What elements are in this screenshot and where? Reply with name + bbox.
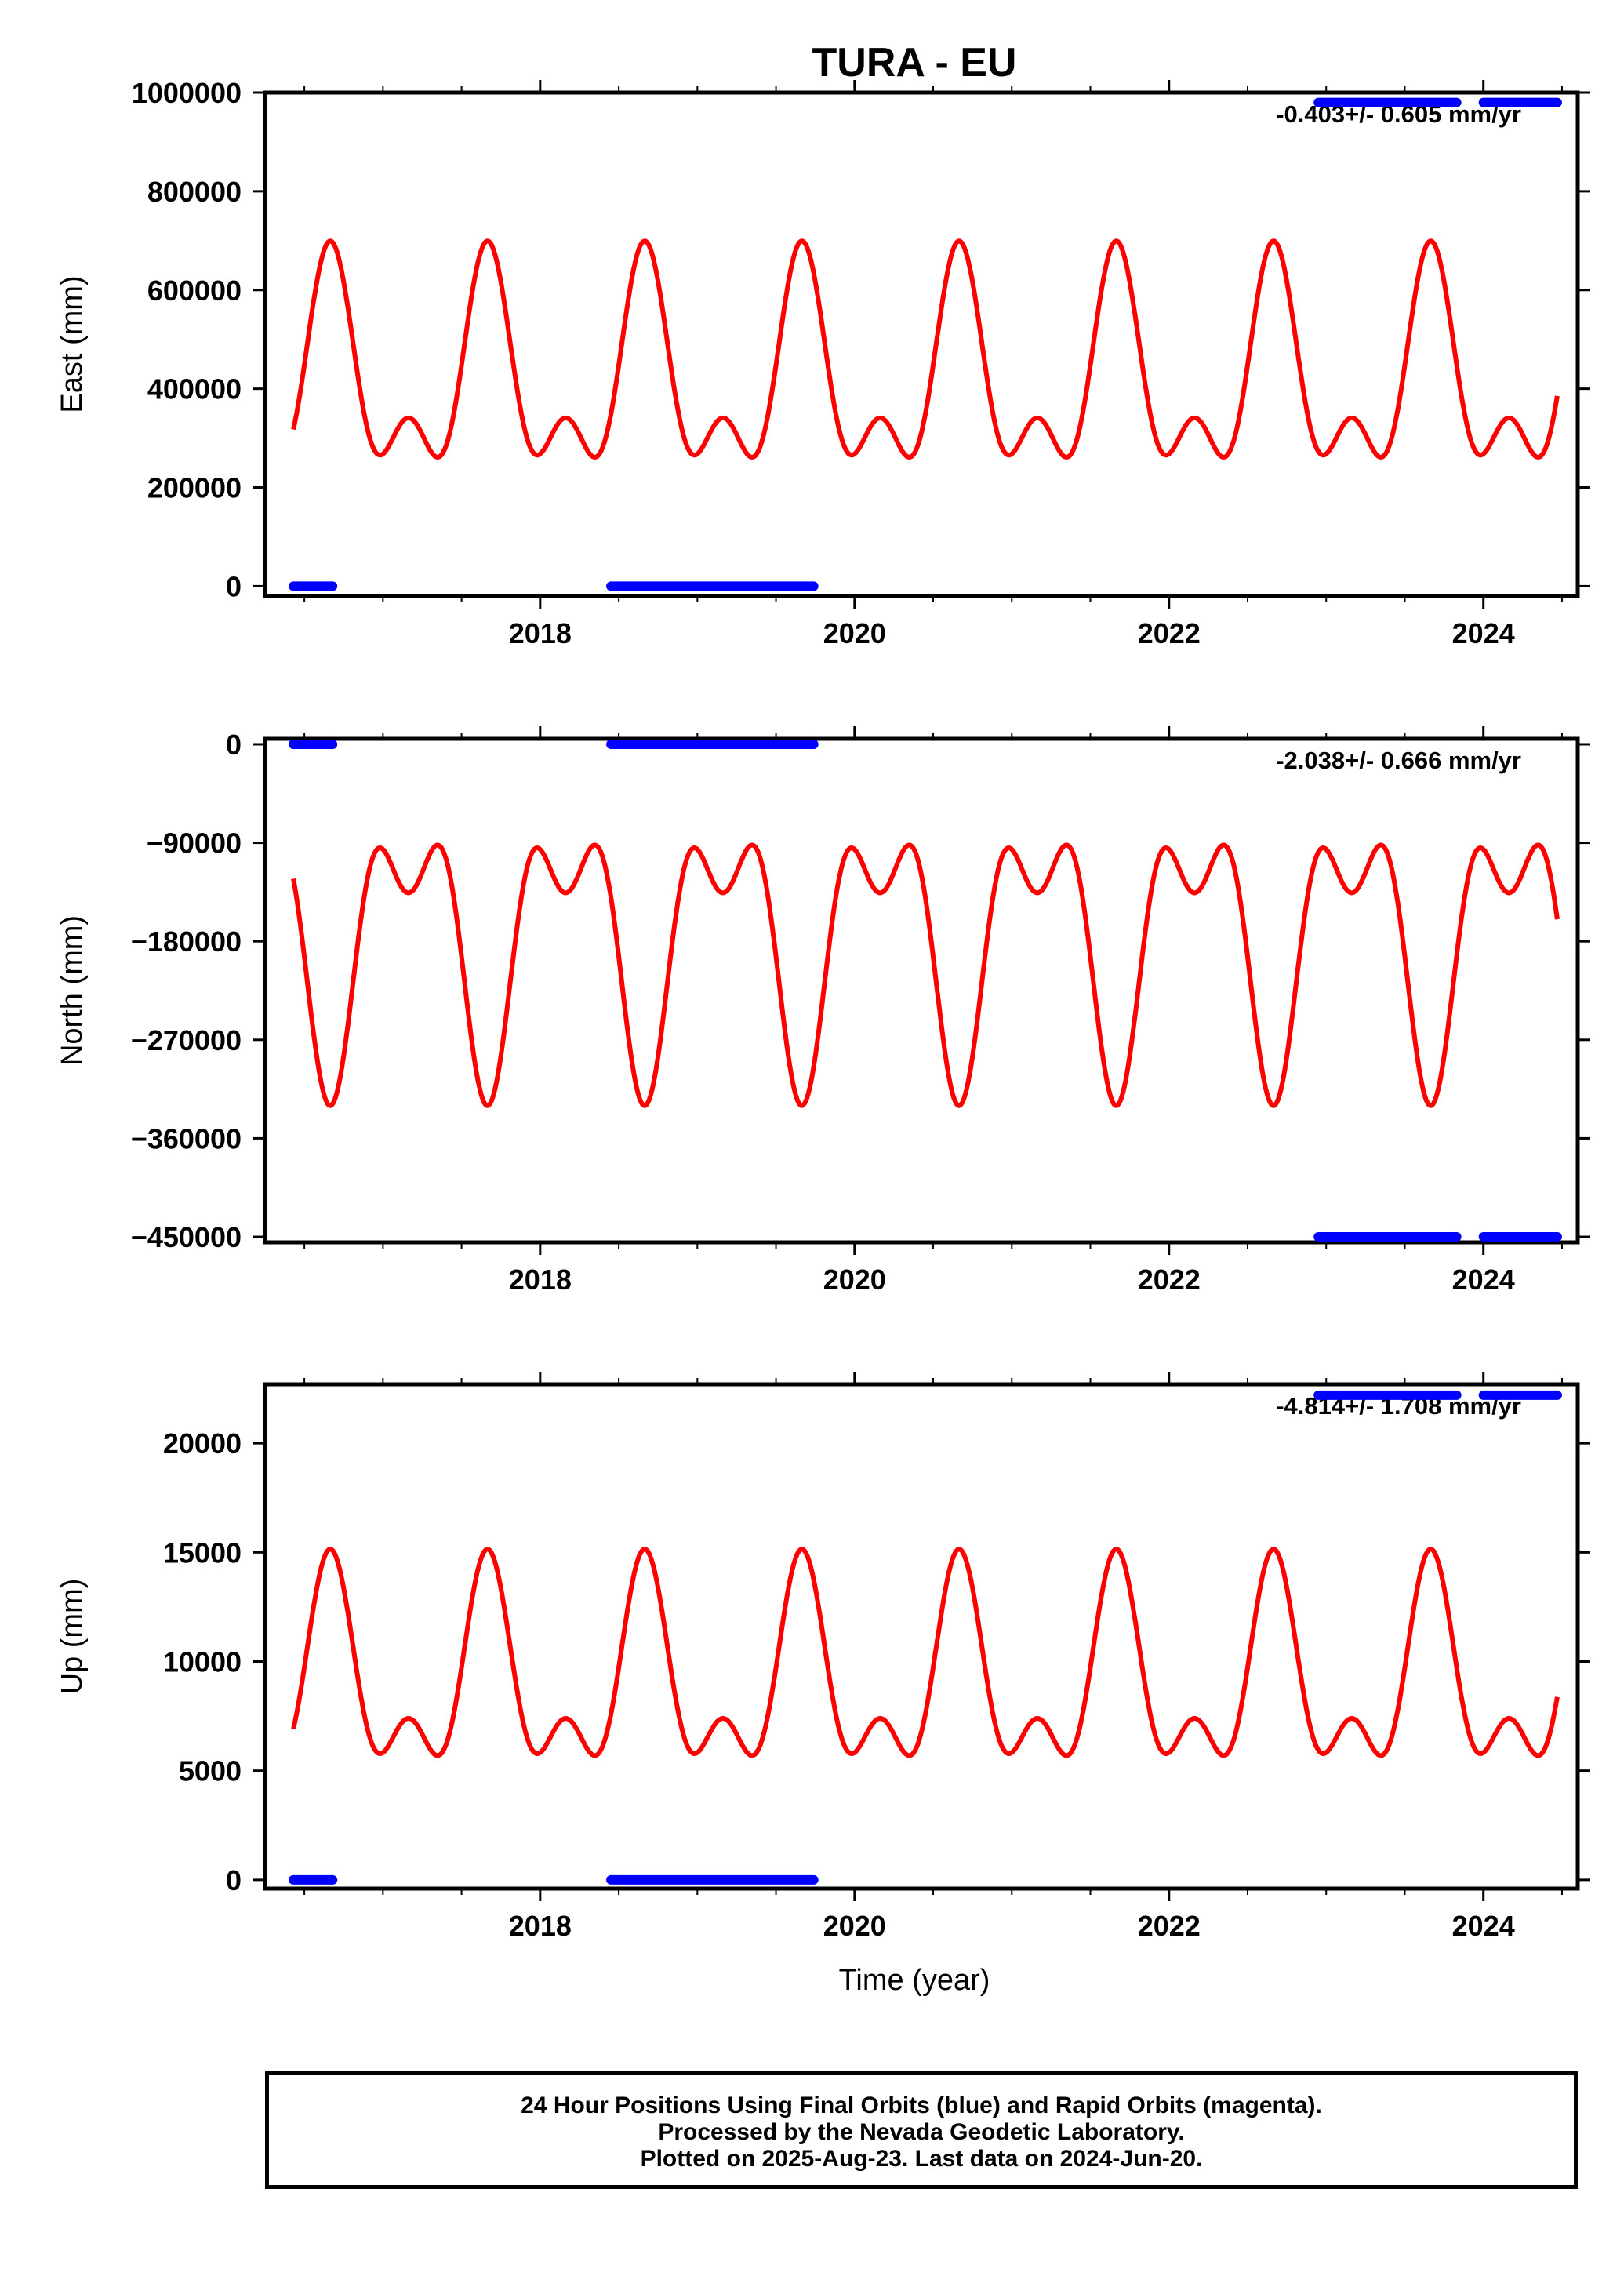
y-tick-label: 0 — [226, 1864, 242, 1896]
y-tick-label: −90000 — [147, 827, 242, 860]
y-tick-label: −180000 — [131, 925, 242, 958]
y-tick-label: −450000 — [131, 1221, 242, 1253]
y-tick-label: 600000 — [147, 275, 242, 307]
x-tick-label: 2022 — [1138, 1910, 1201, 1942]
y-tick-label: 20000 — [163, 1427, 242, 1460]
panel-3: 2018 2020 2022 2024 0 5000 10000 15000 20000 Up (… — [56, 1372, 1590, 1942]
y-axis-label: North (mm) — [56, 915, 89, 1066]
panels-group: 2018 2020 2022 2024020000040000060000080000… — [56, 77, 1590, 1942]
x-tick-label: 2018 — [509, 617, 572, 649]
x-tick-label: 2018 — [509, 1910, 572, 1942]
y-tick-label: −360000 — [131, 1122, 242, 1154]
caption-line-2: Processed by the Nevada Geodetic Laborat… — [658, 2119, 1185, 2145]
plot-frame — [263, 90, 1580, 598]
y-tick-label: 800000 — [147, 176, 242, 208]
x-tick-label: 2024 — [1452, 617, 1515, 649]
plot-frame — [263, 736, 1580, 1245]
x-tick-label: 2024 — [1452, 1263, 1515, 1296]
panel-1: 2018 2020 2022 2024 0 200000 400000 600000 80000… — [56, 77, 1590, 649]
x-tick-label: 2024 — [1452, 1910, 1515, 1942]
x-tick-label: 2022 — [1138, 1263, 1201, 1296]
x-tick-label: 2022 — [1138, 617, 1201, 649]
y-axis-label: Up (mm) — [56, 1579, 89, 1695]
model-curve — [291, 1547, 1560, 1758]
y-tick-label: 5000 — [179, 1755, 242, 1787]
caption-line-3: Plotted on 2025-Aug-23. Last data on 202… — [640, 2146, 1203, 2172]
caption-line-1: 24 Hour Positions Using Final Orbits (bl… — [521, 2092, 1322, 2118]
x-axis-label: Time (year) — [839, 1964, 990, 1997]
x-tick-label: 2020 — [823, 1263, 886, 1296]
rate-label: -2.038+/- 0.666 mm/yr — [1276, 747, 1521, 774]
model-curve — [291, 238, 1560, 460]
x-tick-label: 2020 — [823, 1910, 886, 1942]
y-tick-label: 1000000 — [132, 77, 242, 109]
y-tick-label: 200000 — [147, 472, 242, 504]
y-tick-label: 400000 — [147, 373, 242, 405]
caption-box: 24 Hour Positions Using Final Orbits (bl… — [265, 2071, 1578, 2189]
panel-2: 2018 2020 2022 2024 0 −90000 −180000 −270000 −36… — [56, 726, 1590, 1296]
y-tick-label: −270000 — [131, 1024, 242, 1056]
y-tick-label: 10000 — [163, 1646, 242, 1678]
model-curve — [291, 842, 1560, 1108]
y-tick-label: 0 — [226, 729, 242, 761]
x-tick-label: 2020 — [823, 617, 886, 649]
y-tick-label: 0 — [226, 570, 242, 602]
y-tick-label: 15000 — [163, 1536, 242, 1569]
chart-title: TURA - EU — [812, 40, 1017, 85]
plot-frame — [263, 1382, 1580, 1891]
x-tick-label: 2018 — [509, 1263, 572, 1296]
y-axis-label: East (mm) — [56, 275, 89, 413]
